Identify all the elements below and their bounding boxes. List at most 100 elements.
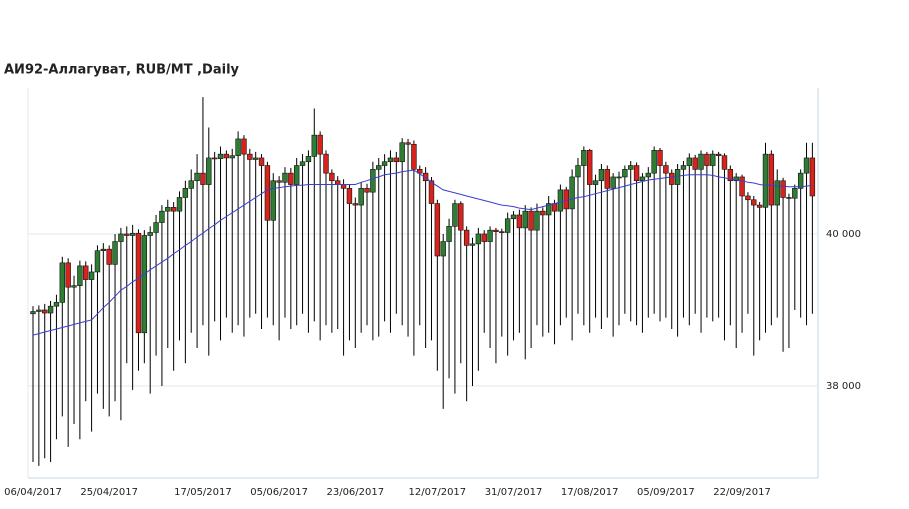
candle-body: [311, 134, 317, 157]
x-tick-label: 05/06/2017: [250, 487, 308, 498]
candle-body: [774, 180, 780, 206]
x-tick-label: 12/07/2017: [409, 487, 467, 498]
candle-body: [586, 150, 593, 185]
candle-body: [71, 285, 77, 288]
candle-body: [153, 222, 159, 233]
candle-body: [792, 188, 798, 199]
candle-body: [393, 157, 400, 163]
y-tick-label: 40 000: [826, 229, 861, 240]
candle-body: [252, 157, 259, 160]
candle-body: [182, 188, 189, 198]
candle-body: [674, 169, 681, 185]
candle-body: [592, 180, 599, 185]
y-tick-label: 38 000: [826, 381, 861, 392]
candle-body: [428, 180, 435, 204]
candle-body: [346, 188, 353, 204]
candle-body: [229, 155, 235, 159]
candle-body: [53, 302, 60, 307]
candle-body: [129, 232, 136, 236]
candle-body: [282, 172, 288, 183]
x-tick-label: 17/05/2017: [174, 487, 232, 498]
candle-body: [258, 157, 265, 166]
candle-body: [159, 210, 165, 223]
candle-body: [768, 153, 775, 206]
candle-body: [124, 233, 130, 236]
x-tick-label: 25/04/2017: [80, 487, 138, 498]
candle-body: [569, 176, 575, 210]
candle-body: [235, 138, 241, 156]
candle-body: [499, 231, 505, 233]
candle-body: [458, 203, 464, 231]
candle-body: [47, 305, 54, 314]
candle-body: [65, 262, 71, 288]
candle-body: [633, 165, 640, 182]
x-tick-label: 23/06/2017: [326, 487, 384, 498]
candle-body: [487, 229, 493, 242]
candle-body: [452, 203, 458, 227]
candle-body: [211, 157, 218, 160]
candle-body: [504, 218, 511, 233]
candle-body: [481, 233, 487, 242]
candle-body: [751, 199, 757, 206]
candle-body: [206, 157, 212, 185]
candle-body: [364, 188, 370, 193]
candle-body: [575, 165, 581, 178]
chart-title: АИ92-Аллагуват, RUB/MT ,Daily: [4, 63, 240, 78]
candle-body: [809, 157, 816, 197]
candle-body: [264, 165, 271, 221]
candle-body: [727, 169, 734, 182]
candle-body: [581, 150, 587, 166]
candle-body: [692, 157, 698, 170]
candle-body: [188, 180, 194, 189]
candle-body: [645, 172, 652, 178]
x-tick-label: 31/07/2017: [485, 487, 543, 498]
candle-body: [270, 180, 276, 221]
candle-body: [563, 189, 569, 210]
x-tick-label: 05/09/2017: [637, 487, 695, 498]
candle-body: [223, 153, 230, 159]
candle-body: [786, 197, 792, 199]
plot-area: [28, 88, 818, 478]
candle-body: [475, 233, 482, 245]
candle-body: [686, 157, 693, 166]
candle-body: [247, 153, 253, 160]
candle-body: [756, 204, 763, 208]
x-tick-label: 22/09/2017: [713, 487, 771, 498]
candle-body: [411, 143, 417, 170]
candle-body: [399, 142, 405, 163]
candle-body: [610, 176, 616, 189]
candle-body: [200, 172, 206, 185]
candle-body: [36, 309, 42, 312]
candle-body: [381, 161, 388, 166]
candle-body: [651, 150, 657, 174]
candle-body: [77, 265, 83, 286]
candle-body: [352, 203, 358, 206]
candle-body: [88, 271, 95, 280]
candle-body: [340, 184, 347, 189]
moving-average-line: [32, 169, 813, 336]
candle-body: [604, 169, 610, 189]
candle-body: [540, 210, 546, 216]
candle-body: [598, 169, 605, 182]
candle-body: [704, 153, 710, 166]
candle-body: [405, 142, 411, 145]
candle-body: [534, 210, 540, 231]
candle-body: [663, 165, 669, 174]
candle-body: [551, 203, 558, 212]
candle-body: [469, 243, 476, 246]
candle-body: [463, 229, 470, 246]
candle-body: [59, 262, 66, 303]
candle-body: [733, 176, 739, 182]
candle-body: [276, 180, 282, 183]
candle-body: [797, 172, 804, 189]
candle-body: [510, 214, 517, 220]
x-tick-label: 06/04/2017: [4, 487, 62, 498]
candle-body: [557, 189, 564, 212]
candle-body: [42, 309, 48, 314]
candle-body: [170, 207, 177, 212]
candle-body: [30, 311, 36, 315]
candle-body: [387, 157, 394, 163]
candle-body: [141, 235, 148, 334]
candle-body: [147, 232, 153, 236]
